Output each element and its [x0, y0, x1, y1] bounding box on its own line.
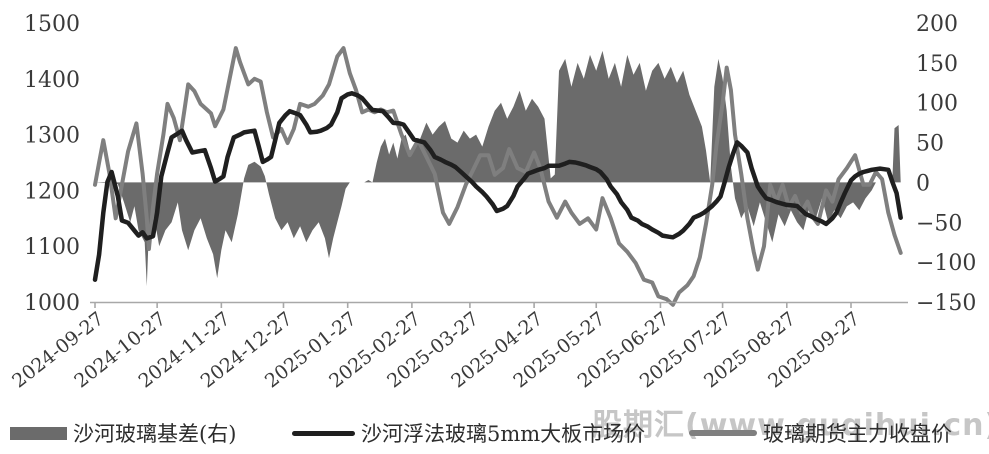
basis-area-series: [95, 50, 901, 287]
left-axis-tick-label: 1200: [24, 179, 80, 204]
legend-item-spot-price: 沙河浮法玻璃5mm大板市场价: [292, 420, 645, 446]
right-axis-tick-label: 200: [916, 12, 958, 37]
left-axis-tick-label: 1500: [24, 12, 80, 37]
right-axis-tick-label: −150: [916, 291, 976, 316]
chart-legend: 沙河玻璃基差(右) 沙河浮法玻璃5mm大板市场价 玻璃期货主力收盘价: [0, 420, 989, 450]
legend-label-futures-price: 玻璃期货主力收盘价: [763, 422, 952, 446]
legend-label-basis: 沙河玻璃基差(右): [73, 422, 237, 446]
legend-item-basis: 沙河玻璃基差(右): [10, 420, 236, 446]
left-axis-tick-label: 1100: [24, 235, 80, 260]
spot-line-swatch-icon: [292, 430, 355, 436]
legend-item-futures-price: 玻璃期货主力收盘价: [689, 420, 952, 446]
right-axis-tick-label: 150: [916, 52, 958, 77]
left-axis-tick-label: 1400: [24, 68, 80, 93]
left-axis-tick-label: 1300: [24, 124, 80, 149]
futures-price-line-series: [93, 46, 903, 307]
basis-area-swatch-icon: [10, 426, 67, 440]
right-axis-tick-label: 50: [916, 132, 944, 157]
right-axis-tick-label: 100: [916, 92, 958, 117]
legend-label-spot-price: 沙河浮法玻璃5mm大板市场价: [361, 422, 646, 446]
futures-line-swatch-icon: [689, 430, 757, 436]
right-axis-tick-label: 0: [916, 171, 930, 196]
series-layer: [92, 46, 903, 307]
right-axis-tick-label: −100: [916, 251, 976, 276]
spot-price-line-series: [92, 91, 903, 282]
right-axis-tick-label: −50: [916, 211, 962, 236]
left-axis-tick-label: 1000: [24, 291, 80, 316]
